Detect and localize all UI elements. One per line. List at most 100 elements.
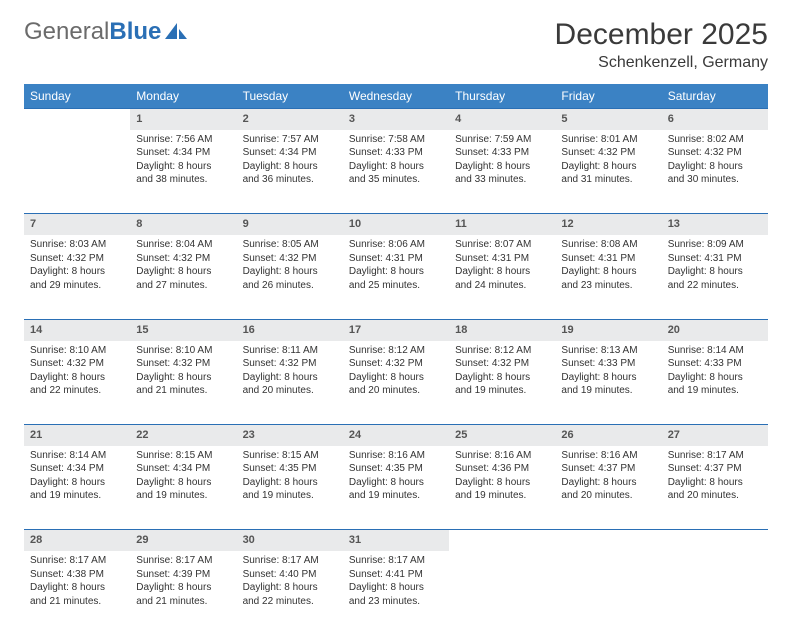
day-cell: Sunrise: 8:12 AMSunset: 4:32 PMDaylight:…	[449, 341, 555, 425]
day-number: 5	[555, 109, 661, 130]
brand-logo: GeneralBlue	[24, 18, 187, 46]
title-block: December 2025 Schenkenzell, Germany	[555, 18, 768, 72]
sunrise-line: Sunrise: 8:06 AM	[349, 238, 443, 252]
day-number: 2	[237, 109, 343, 130]
sunset-line: Sunset: 4:37 PM	[668, 462, 762, 476]
day-cell: Sunrise: 8:17 AMSunset: 4:37 PMDaylight:…	[662, 446, 768, 530]
sunset-line: Sunset: 4:33 PM	[455, 146, 549, 160]
week-row: Sunrise: 8:17 AMSunset: 4:38 PMDaylight:…	[24, 551, 768, 635]
sunrise-line: Sunrise: 8:10 AM	[136, 344, 230, 358]
sunset-line: Sunset: 4:31 PM	[668, 252, 762, 266]
daylight-line: Daylight: 8 hours and 38 minutes.	[136, 160, 230, 187]
sunset-line: Sunset: 4:32 PM	[136, 357, 230, 371]
day-number: 6	[662, 109, 768, 130]
brand-part2: Blue	[109, 18, 161, 45]
sunset-line: Sunset: 4:34 PM	[136, 146, 230, 160]
sunrise-line: Sunrise: 8:07 AM	[455, 238, 549, 252]
sunrise-line: Sunrise: 8:17 AM	[243, 554, 337, 568]
day-cell	[449, 551, 555, 635]
weekday-header: Sunday	[24, 84, 130, 109]
day-number	[24, 109, 130, 130]
day-number: 1	[130, 109, 236, 130]
daylight-line: Daylight: 8 hours and 22 minutes.	[243, 581, 337, 608]
sunset-line: Sunset: 4:32 PM	[136, 252, 230, 266]
sunrise-line: Sunrise: 8:14 AM	[668, 344, 762, 358]
daynum-row: 28293031	[24, 530, 768, 551]
sunrise-line: Sunrise: 8:05 AM	[243, 238, 337, 252]
day-cell: Sunrise: 8:04 AMSunset: 4:32 PMDaylight:…	[130, 235, 236, 319]
day-cell	[24, 130, 130, 214]
daylight-line: Daylight: 8 hours and 35 minutes.	[349, 160, 443, 187]
location: Schenkenzell, Germany	[555, 54, 768, 72]
weekday-header: Wednesday	[343, 84, 449, 109]
day-cell: Sunrise: 8:14 AMSunset: 4:33 PMDaylight:…	[662, 341, 768, 425]
day-cell: Sunrise: 7:57 AMSunset: 4:34 PMDaylight:…	[237, 130, 343, 214]
daylight-line: Daylight: 8 hours and 21 minutes.	[136, 581, 230, 608]
day-number: 25	[449, 425, 555, 446]
sunrise-line: Sunrise: 8:15 AM	[243, 449, 337, 463]
calendar-table: SundayMondayTuesdayWednesdayThursdayFrid…	[24, 84, 768, 635]
sunset-line: Sunset: 4:36 PM	[455, 462, 549, 476]
daylight-line: Daylight: 8 hours and 21 minutes.	[136, 371, 230, 398]
day-cell: Sunrise: 8:17 AMSunset: 4:38 PMDaylight:…	[24, 551, 130, 635]
sunrise-line: Sunrise: 8:08 AM	[561, 238, 655, 252]
sunrise-line: Sunrise: 8:16 AM	[349, 449, 443, 463]
weekday-header: Friday	[555, 84, 661, 109]
sunrise-line: Sunrise: 8:02 AM	[668, 133, 762, 147]
day-cell: Sunrise: 8:06 AMSunset: 4:31 PMDaylight:…	[343, 235, 449, 319]
week-row: Sunrise: 7:56 AMSunset: 4:34 PMDaylight:…	[24, 130, 768, 214]
month-title: December 2025	[555, 18, 768, 52]
sunrise-line: Sunrise: 7:58 AM	[349, 133, 443, 147]
sunset-line: Sunset: 4:33 PM	[349, 146, 443, 160]
day-cell	[555, 551, 661, 635]
day-cell: Sunrise: 8:17 AMSunset: 4:41 PMDaylight:…	[343, 551, 449, 635]
sunrise-line: Sunrise: 8:04 AM	[136, 238, 230, 252]
daylight-line: Daylight: 8 hours and 29 minutes.	[30, 265, 124, 292]
daylight-line: Daylight: 8 hours and 31 minutes.	[561, 160, 655, 187]
day-number: 19	[555, 319, 661, 340]
day-number: 30	[237, 530, 343, 551]
daylight-line: Daylight: 8 hours and 22 minutes.	[30, 371, 124, 398]
sunrise-line: Sunrise: 8:13 AM	[561, 344, 655, 358]
day-cell: Sunrise: 8:08 AMSunset: 4:31 PMDaylight:…	[555, 235, 661, 319]
sunrise-line: Sunrise: 8:09 AM	[668, 238, 762, 252]
day-number: 23	[237, 425, 343, 446]
daynum-row: 123456	[24, 109, 768, 130]
sunrise-line: Sunrise: 8:16 AM	[455, 449, 549, 463]
sunrise-line: Sunrise: 8:17 AM	[668, 449, 762, 463]
week-row: Sunrise: 8:10 AMSunset: 4:32 PMDaylight:…	[24, 341, 768, 425]
day-number: 22	[130, 425, 236, 446]
day-number: 29	[130, 530, 236, 551]
brand-part1: General	[24, 18, 109, 45]
week-row: Sunrise: 8:14 AMSunset: 4:34 PMDaylight:…	[24, 446, 768, 530]
day-cell: Sunrise: 8:07 AMSunset: 4:31 PMDaylight:…	[449, 235, 555, 319]
weekday-header: Monday	[130, 84, 236, 109]
daylight-line: Daylight: 8 hours and 19 minutes.	[136, 476, 230, 503]
sail-icon	[165, 23, 187, 41]
daylight-line: Daylight: 8 hours and 19 minutes.	[455, 371, 549, 398]
day-number	[555, 530, 661, 551]
sunrise-line: Sunrise: 7:59 AM	[455, 133, 549, 147]
sunset-line: Sunset: 4:34 PM	[243, 146, 337, 160]
sunset-line: Sunset: 4:33 PM	[561, 357, 655, 371]
sunset-line: Sunset: 4:40 PM	[243, 568, 337, 582]
daylight-line: Daylight: 8 hours and 20 minutes.	[243, 371, 337, 398]
sunset-line: Sunset: 4:32 PM	[30, 357, 124, 371]
sunset-line: Sunset: 4:34 PM	[136, 462, 230, 476]
day-number: 31	[343, 530, 449, 551]
daylight-line: Daylight: 8 hours and 24 minutes.	[455, 265, 549, 292]
sunrise-line: Sunrise: 7:57 AM	[243, 133, 337, 147]
sunset-line: Sunset: 4:35 PM	[243, 462, 337, 476]
day-cell: Sunrise: 8:05 AMSunset: 4:32 PMDaylight:…	[237, 235, 343, 319]
day-cell: Sunrise: 8:12 AMSunset: 4:32 PMDaylight:…	[343, 341, 449, 425]
daylight-line: Daylight: 8 hours and 19 minutes.	[349, 476, 443, 503]
daylight-line: Daylight: 8 hours and 30 minutes.	[668, 160, 762, 187]
day-cell: Sunrise: 8:10 AMSunset: 4:32 PMDaylight:…	[24, 341, 130, 425]
sunrise-line: Sunrise: 8:16 AM	[561, 449, 655, 463]
daylight-line: Daylight: 8 hours and 19 minutes.	[561, 371, 655, 398]
day-cell: Sunrise: 8:16 AMSunset: 4:35 PMDaylight:…	[343, 446, 449, 530]
day-cell: Sunrise: 8:14 AMSunset: 4:34 PMDaylight:…	[24, 446, 130, 530]
day-number: 12	[555, 214, 661, 235]
day-cell: Sunrise: 8:15 AMSunset: 4:34 PMDaylight:…	[130, 446, 236, 530]
day-number	[449, 530, 555, 551]
